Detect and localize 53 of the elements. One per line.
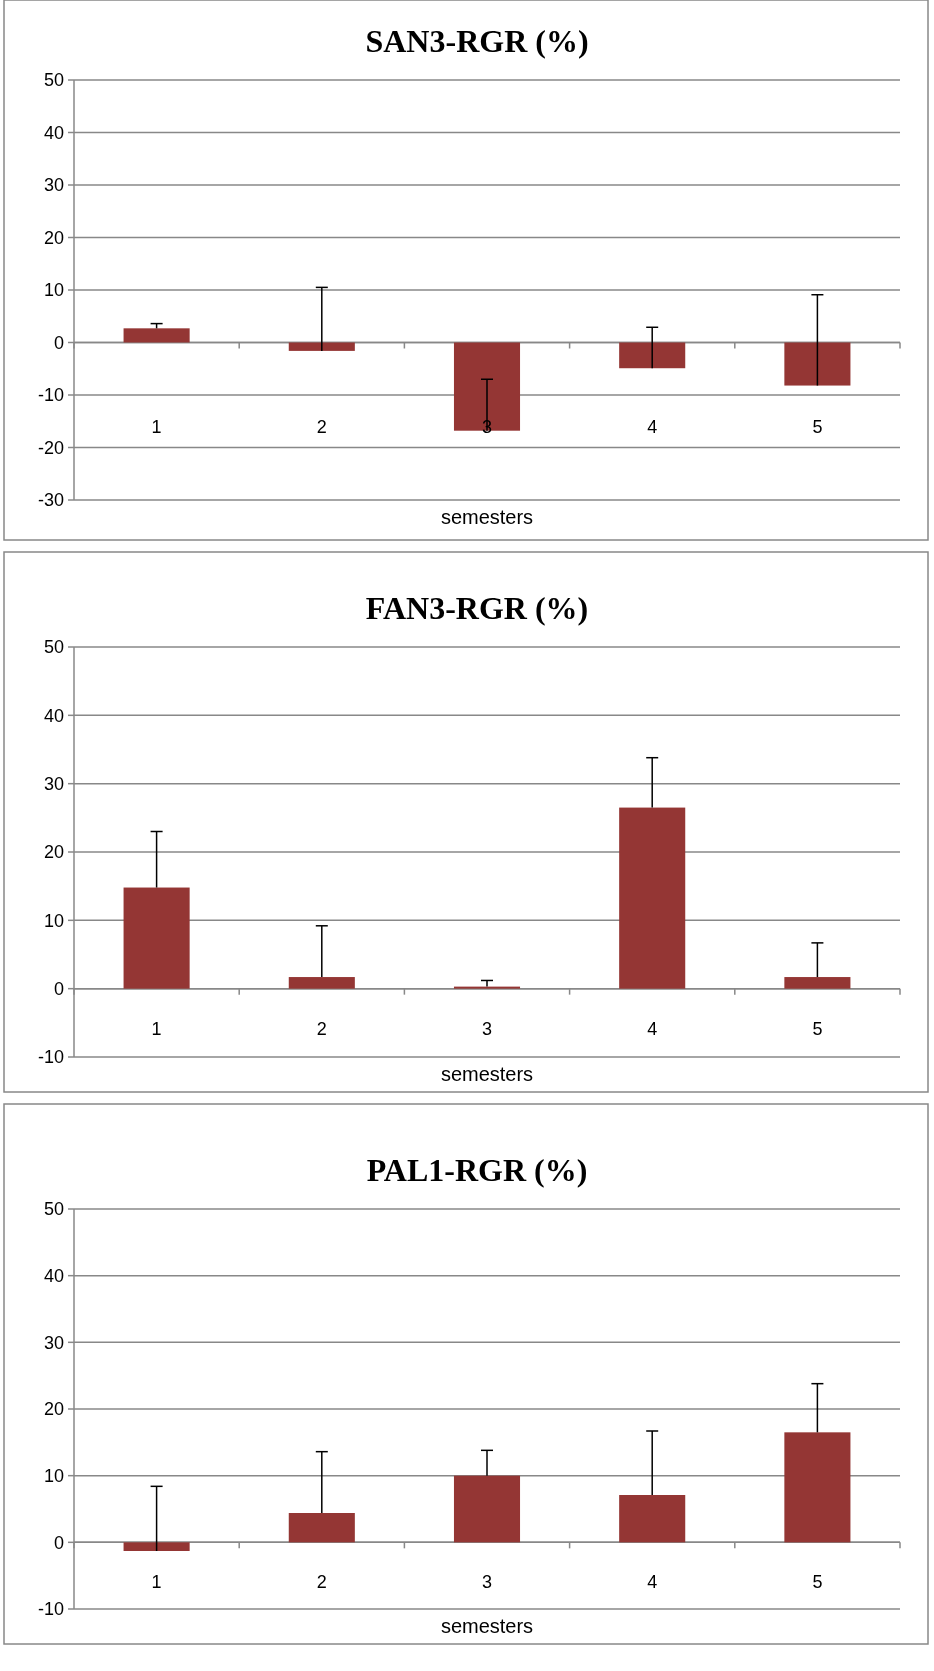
y-tick-label: -10 (37, 385, 64, 406)
bar (288, 977, 355, 989)
bar (288, 1513, 355, 1543)
x-tick-label: 5 (812, 417, 823, 438)
x-tick-label: 1 (151, 1018, 162, 1039)
y-tick-label: 50 (43, 70, 64, 91)
y-tick-label: 50 (43, 637, 64, 658)
y-tick-label: 0 (53, 978, 64, 999)
y-tick-label: 10 (43, 1465, 64, 1486)
chart-title: SAN3-RGR (%) (365, 23, 589, 59)
bar (453, 986, 521, 989)
x-tick-label: 5 (812, 1018, 823, 1039)
y-tick-label: -10 (37, 1047, 64, 1068)
x-tick-label: 2 (316, 1571, 327, 1592)
x-tick-label: 5 (812, 1571, 823, 1592)
y-tick-label: -30 (37, 490, 64, 511)
chart-title: FAN3-RGR (%) (365, 590, 589, 626)
y-tick-label: 0 (53, 1532, 64, 1553)
x-axis-title: semesters (440, 1063, 534, 1085)
x-tick-label: 2 (316, 417, 327, 438)
x-tick-label: 4 (647, 1571, 658, 1592)
y-tick-label: 20 (43, 842, 64, 863)
bar (619, 1495, 686, 1543)
y-tick-label: 30 (43, 1332, 64, 1353)
bar (123, 1542, 190, 1551)
y-tick-label: 20 (43, 227, 64, 248)
x-tick-label: 3 (481, 1571, 493, 1592)
x-axis-title: semesters (440, 1615, 534, 1637)
x-tick-label: 1 (151, 1571, 162, 1592)
y-tick-label: 0 (53, 332, 64, 353)
chart-title: PAL1-RGR (%) (366, 1152, 588, 1188)
y-tick-label: 40 (43, 1265, 64, 1286)
bar (784, 977, 851, 989)
x-tick-label: 2 (316, 1018, 327, 1039)
y-tick-label: 50 (43, 1199, 64, 1220)
x-tick-label: 4 (647, 417, 658, 438)
y-tick-label: 30 (43, 773, 64, 794)
bar (784, 1432, 851, 1543)
y-tick-label: -20 (37, 437, 64, 458)
y-tick-label: 20 (43, 1399, 64, 1420)
y-tick-label: 10 (43, 910, 64, 931)
x-tick-label: 1 (151, 417, 162, 438)
bar (123, 887, 190, 989)
y-tick-label: 40 (43, 705, 64, 726)
x-tick-label: 4 (647, 1018, 658, 1039)
bar (619, 807, 686, 989)
bar (453, 1475, 521, 1543)
x-axis-title: semesters (440, 506, 534, 528)
y-tick-label: 10 (43, 280, 64, 301)
y-tick-label: 30 (43, 175, 64, 196)
y-tick-label: -10 (37, 1599, 64, 1620)
x-tick-label: 3 (481, 1018, 493, 1039)
y-tick-label: 40 (43, 122, 64, 143)
